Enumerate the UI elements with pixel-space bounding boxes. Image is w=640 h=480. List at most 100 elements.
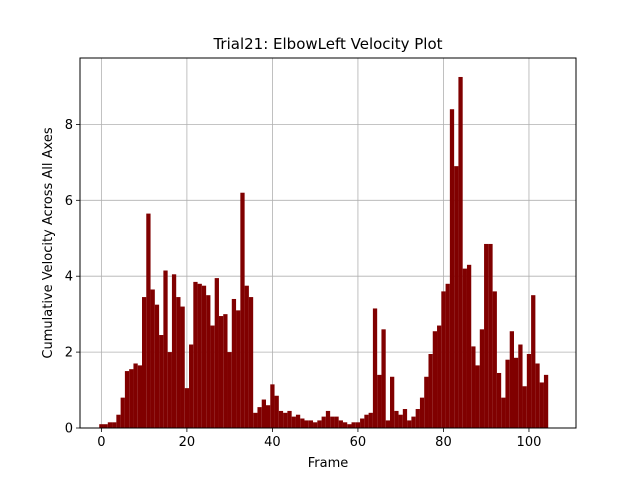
x-tick-label: 60 <box>350 435 367 450</box>
y-tick-label: 6 <box>65 194 73 209</box>
y-axis-label: Cumulative Velocity Across All Axes <box>41 127 56 358</box>
bar <box>535 363 540 428</box>
bar <box>304 420 309 428</box>
x-tick-label: 80 <box>435 435 452 450</box>
bar <box>210 325 215 428</box>
bar <box>227 352 232 428</box>
bar <box>437 325 442 428</box>
bar <box>163 270 168 428</box>
bar <box>283 412 288 428</box>
bar <box>133 363 138 428</box>
y-axis-ticks: 0 2 4 6 8 <box>65 118 80 437</box>
bar <box>99 424 104 428</box>
bar <box>300 418 305 428</box>
bar <box>458 76 463 428</box>
bar-series <box>99 76 549 428</box>
x-tick-label: 0 <box>97 435 105 450</box>
bar <box>116 414 121 428</box>
bar <box>492 291 497 428</box>
bar <box>120 397 125 428</box>
bar <box>364 414 369 428</box>
bar <box>266 405 271 428</box>
bar <box>501 397 506 428</box>
bar <box>240 192 245 428</box>
bar <box>484 243 489 428</box>
bar <box>270 384 275 428</box>
bar <box>180 306 185 428</box>
bar <box>514 357 519 428</box>
x-tick-label: 40 <box>264 435 281 450</box>
bar <box>424 376 429 428</box>
bar <box>253 412 258 428</box>
bar <box>236 310 241 428</box>
bar <box>419 397 425 428</box>
bar <box>291 416 296 428</box>
bar <box>415 409 420 428</box>
bar <box>321 416 326 428</box>
bar <box>206 295 211 428</box>
bar <box>167 352 172 428</box>
bar <box>171 274 177 428</box>
bar <box>351 422 356 428</box>
y-tick-label: 2 <box>65 346 73 361</box>
bar <box>150 289 155 428</box>
bar <box>129 369 134 428</box>
y-tick-label: 0 <box>65 422 73 437</box>
bar <box>466 264 472 428</box>
bar <box>441 291 446 428</box>
bar <box>539 382 544 428</box>
bar <box>360 418 365 428</box>
bar <box>522 386 527 428</box>
bar <box>218 316 224 428</box>
bar <box>488 243 493 428</box>
bar <box>543 374 549 428</box>
bar <box>223 314 228 428</box>
bar <box>325 410 331 428</box>
bar <box>244 285 249 428</box>
bar <box>334 416 339 428</box>
bar <box>402 409 408 428</box>
bar <box>445 283 450 428</box>
bar <box>355 422 361 428</box>
bar <box>338 420 343 428</box>
bar <box>526 354 532 428</box>
plot-frame <box>79 57 577 429</box>
bar <box>313 422 318 428</box>
bar <box>231 298 237 428</box>
chart-title: Trial21: ElbowLeft Velocity Plot <box>212 35 442 53</box>
bar <box>475 365 480 428</box>
bar <box>531 295 536 428</box>
bar <box>428 354 433 428</box>
bar <box>124 371 130 428</box>
bar <box>189 344 194 428</box>
x-tick-label: 100 <box>517 435 542 450</box>
bar <box>197 283 202 428</box>
bar <box>385 420 390 428</box>
bar <box>462 268 467 428</box>
bar <box>347 424 352 428</box>
bar <box>342 422 348 428</box>
bar <box>471 346 476 428</box>
bar <box>398 414 403 428</box>
bar <box>372 308 378 428</box>
bar <box>407 420 412 428</box>
bar <box>261 399 266 428</box>
bar <box>274 395 279 428</box>
bar <box>308 420 314 428</box>
x-axis-label: Frame <box>308 456 349 471</box>
bar <box>193 281 198 428</box>
bar <box>509 331 514 428</box>
x-tick-label: 20 <box>179 435 196 450</box>
bar <box>201 285 207 428</box>
bar <box>287 410 292 428</box>
bar <box>394 410 399 428</box>
bar <box>496 372 502 428</box>
bar <box>112 422 117 428</box>
bar <box>295 414 301 428</box>
bar <box>390 376 395 428</box>
bar <box>257 407 262 428</box>
bar <box>103 424 108 428</box>
bar <box>214 278 219 428</box>
bar <box>330 416 335 428</box>
